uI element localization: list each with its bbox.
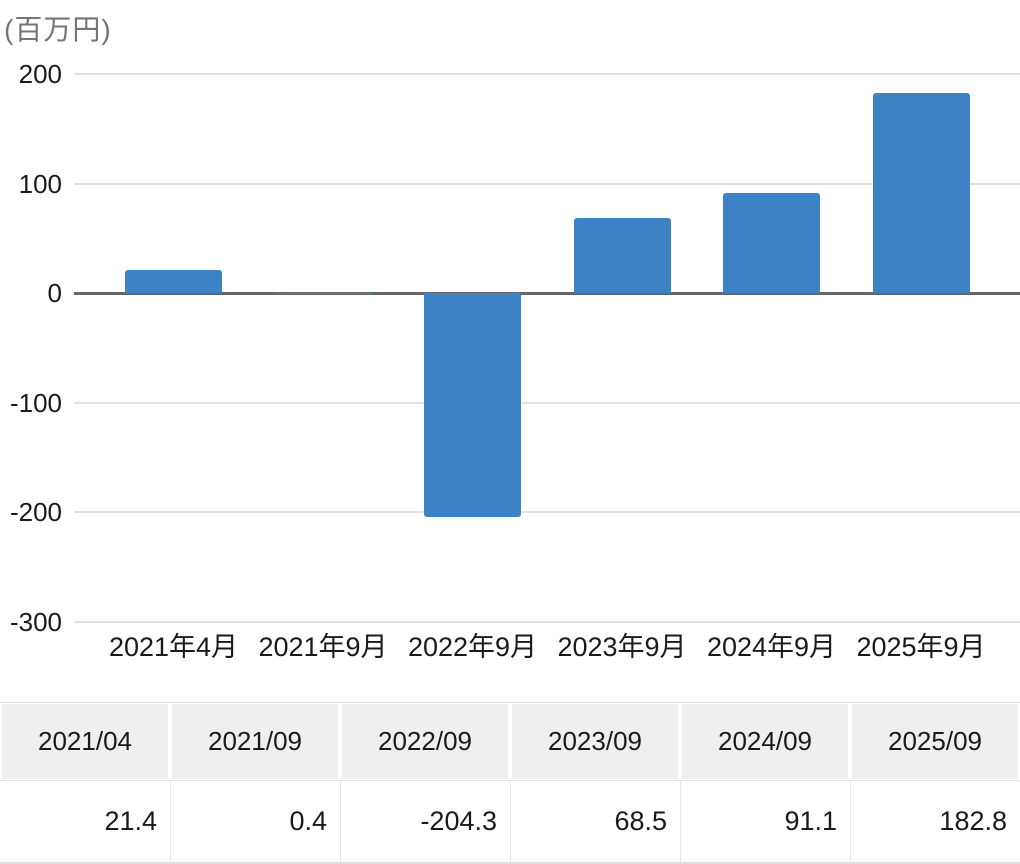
bar-1[interactable] xyxy=(274,292,372,293)
table-header-cell: 2021/04 xyxy=(2,704,168,779)
gridline xyxy=(74,182,1020,185)
table-column: 2021/09 0.4 xyxy=(170,703,340,862)
table-header-cell: 2023/09 xyxy=(512,704,678,779)
y-axis-label: 0 xyxy=(47,278,62,308)
bar-3[interactable] xyxy=(573,217,671,293)
gridline xyxy=(74,401,1020,404)
table-header-cell: 2022/09 xyxy=(342,704,508,779)
table-column: 2025/09 182.8 xyxy=(850,703,1020,862)
table-value-cell: 91.1 xyxy=(680,780,850,862)
zero-axis-line xyxy=(74,291,1020,295)
data-table: 2021/04 21.4 2021/09 0.4 2022/09 -204.3 … xyxy=(0,702,1020,864)
gridline xyxy=(74,73,1020,75)
bar-chart: (百万円) 200 100 0 -100 -200 -300 2021年4月 2021年9月 2… xyxy=(4,14,1020,662)
table-value-cell: -204.3 xyxy=(340,780,510,862)
bar-4[interactable] xyxy=(723,193,820,293)
x-axis-label: 2023年9月 xyxy=(557,632,687,662)
table-header-cell: 2021/09 xyxy=(172,704,338,779)
bar-2[interactable] xyxy=(424,293,521,517)
table-column: 2021/04 21.4 xyxy=(0,703,170,862)
x-axis-label: 2021年9月 xyxy=(258,632,388,662)
table-value-cell: 68.5 xyxy=(510,780,680,862)
chart-unit-label: (百万円) xyxy=(4,14,112,45)
table-column: 2024/09 91.1 xyxy=(680,703,850,862)
y-axis-label: -300 xyxy=(9,606,62,637)
x-axis-label: 2024年9月 xyxy=(706,632,837,662)
x-axis-label: 2022年9月 xyxy=(407,632,538,662)
table-header-cell: 2025/09 xyxy=(852,704,1018,779)
table-header-cell: 2024/09 xyxy=(682,704,848,779)
table-value-cell: 0.4 xyxy=(170,780,340,862)
y-axis-label: -200 xyxy=(9,497,62,527)
x-axis-label: 2025年9月 xyxy=(856,632,986,662)
table-column: 2023/09 68.5 xyxy=(510,703,680,862)
bar-0[interactable] xyxy=(125,269,222,293)
y-axis-label: 100 xyxy=(18,168,62,199)
table-value-cell: 182.8 xyxy=(850,780,1020,862)
y-axis-label: -100 xyxy=(9,387,62,418)
gridline xyxy=(74,511,1020,513)
table-value-cell: 21.4 xyxy=(0,780,170,862)
table-column: 2022/09 -204.3 xyxy=(340,703,510,862)
gridline xyxy=(74,620,1020,623)
y-axis-label: 200 xyxy=(18,59,62,89)
bar-5[interactable] xyxy=(872,92,970,293)
x-axis-label: 2021年4月 xyxy=(108,632,239,662)
